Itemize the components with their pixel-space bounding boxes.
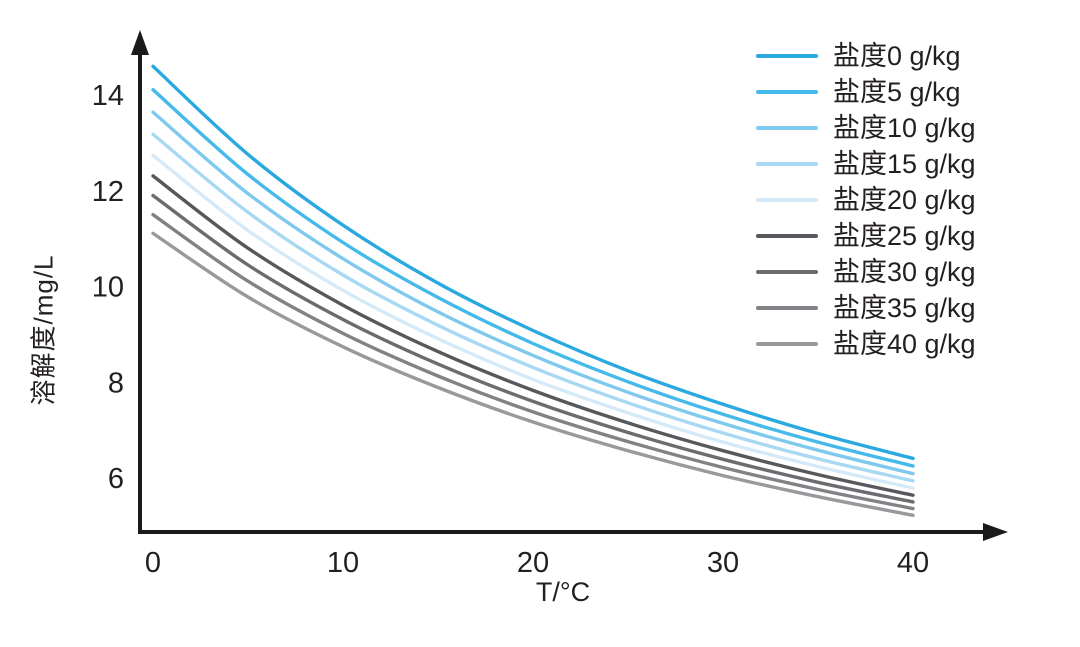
legend-line-swatch [756,126,818,130]
series-curve-0 [151,64,915,461]
x-axis-title: T/°C [535,577,591,607]
legend-item-7: 盐度35 g/kg [756,290,976,326]
series-curve-6 [151,193,915,504]
x-tick-label: 0 [145,547,161,579]
legend-label: 盐度10 g/kg [833,112,976,143]
legend-item-5: 盐度25 g/kg [756,218,976,254]
x-tick-label: 40 [897,547,929,579]
legend-item-3: 盐度15 g/kg [756,146,976,182]
legend-label: 盐度20 g/kg [833,184,976,215]
series-curve-2 [151,110,915,476]
legend-line-swatch [756,306,818,310]
y-axis-arrow-icon [131,30,149,55]
legend-label: 盐度0 g/kg [833,40,961,71]
legend-label: 盐度30 g/kg [833,256,976,287]
series-curve-5 [151,174,915,497]
series-curve-3 [151,132,915,483]
series-curve-4 [151,153,915,490]
x-axis-arrow-icon [983,523,1008,541]
x-tick-label: 10 [327,547,359,579]
legend-item-1: 盐度5 g/kg [756,74,976,110]
legend-line-swatch [756,54,818,58]
legend-item-8: 盐度40 g/kg [756,326,976,362]
legend-label: 盐度5 g/kg [833,76,961,107]
legend-label: 盐度15 g/kg [833,148,976,179]
series-curve-1 [151,88,915,468]
y-tick-label: 8 [108,367,124,399]
legend-item-0: 盐度0 g/kg [756,38,976,74]
y-tick-label: 12 [92,176,124,208]
legend-item-6: 盐度30 g/kg [756,254,976,290]
legend-label: 盐度35 g/kg [833,292,976,323]
series-curve-8 [151,231,915,517]
legend-line-swatch [756,234,818,238]
legend-line-swatch [756,162,818,166]
legend-line-swatch [756,342,818,346]
legend-item-4: 盐度20 g/kg [756,182,976,218]
y-tick-label: 10 [92,272,124,304]
y-axis-title: 溶解度/mg/L [28,254,59,406]
legend-label: 盐度40 g/kg [833,328,976,359]
legend-line-swatch [756,90,818,94]
y-tick-label: 14 [92,80,124,112]
legend-item-2: 盐度10 g/kg [756,110,976,146]
x-tick-label: 20 [517,547,549,579]
legend-line-swatch [756,270,818,274]
legend-line-swatch [756,198,818,202]
series-curve-7 [151,213,915,511]
x-tick-label: 30 [707,547,739,579]
y-tick-label: 6 [108,463,124,495]
legend: 盐度0 g/kg 盐度5 g/kg 盐度10 g/kg 盐度15 g/kg 盐度20 g… [756,38,976,362]
legend-label: 盐度25 g/kg [833,220,976,251]
